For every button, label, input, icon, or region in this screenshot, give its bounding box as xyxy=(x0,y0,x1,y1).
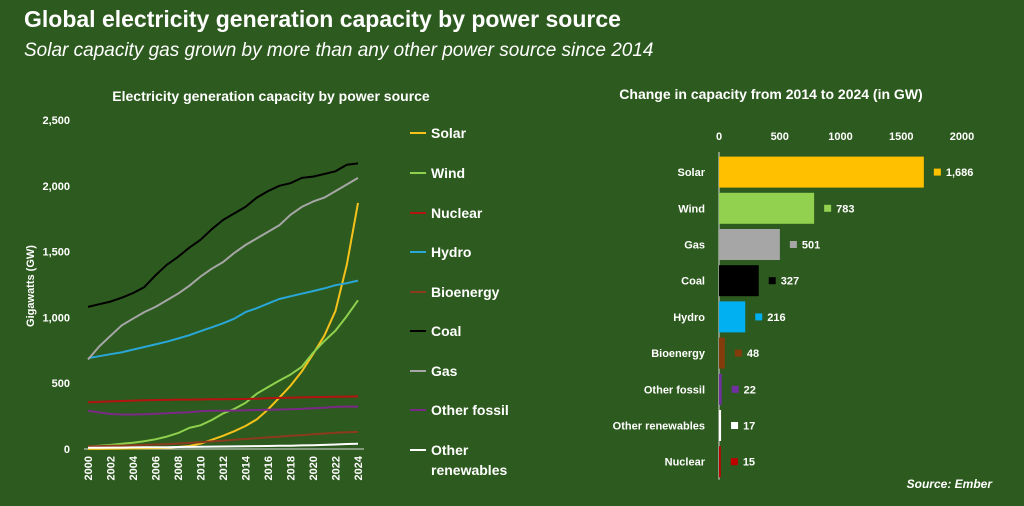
legend-label: Coal xyxy=(431,323,461,339)
series-line-other-renewables xyxy=(88,442,359,449)
legend-label: renewables xyxy=(431,462,507,478)
series-line-wind xyxy=(87,299,359,448)
legend-label: Solar xyxy=(431,125,467,141)
bar-nuclear xyxy=(719,446,721,478)
category-label-coal: Coal xyxy=(681,276,705,288)
bar-bioenergy xyxy=(719,337,725,369)
x-tick-label: 2006 xyxy=(151,456,163,480)
value-label-nuclear: 15 xyxy=(743,457,755,469)
x-tick-label: 2008 xyxy=(173,456,185,480)
legend-label: Other fossil xyxy=(431,402,509,418)
x-tick-label: 2000 xyxy=(950,131,974,143)
series-line-gas xyxy=(87,177,359,361)
bar-gas xyxy=(719,229,780,260)
bar-wind xyxy=(719,192,815,224)
category-label-other-fossil: Other fossil xyxy=(644,384,705,396)
x-tick-label: 0 xyxy=(716,131,722,143)
y-tick-label: 1,500 xyxy=(42,247,70,259)
bar-solar xyxy=(719,156,924,188)
value-marker-bioenergy xyxy=(734,349,742,357)
category-label-other-renewables: Other renewables xyxy=(613,421,705,433)
bar-chart-title: Change in capacity from 2014 to 2024 (in… xyxy=(619,86,922,102)
line-chart-title: Electricity generation capacity by power… xyxy=(112,88,430,104)
value-marker-wind xyxy=(824,204,832,212)
category-label-hydro: Hydro xyxy=(673,312,705,324)
value-label-bioenergy: 48 xyxy=(747,348,759,360)
series-line-bioenergy xyxy=(87,430,359,448)
category-label-solar: Solar xyxy=(677,167,705,179)
category-label-nuclear: Nuclear xyxy=(665,457,706,469)
value-label-wind: 783 xyxy=(836,203,854,215)
value-label-solar: 1,686 xyxy=(946,167,974,179)
x-tick-label: 2024 xyxy=(353,455,365,480)
bar-chart: 0 500 1000 1500 2000 Solar 1,686 Wind 783 Gas 501 C… xyxy=(613,131,974,480)
category-label-gas: Gas xyxy=(684,240,705,252)
legend-label: Hydro xyxy=(431,244,471,260)
value-label-gas: 501 xyxy=(802,240,820,252)
x-tick-label: 500 xyxy=(771,131,789,143)
bar-other-fossil xyxy=(719,373,722,405)
x-tick-label: 2018 xyxy=(286,456,298,480)
value-marker-other-fossil xyxy=(731,385,739,393)
bar-other-renewables xyxy=(719,410,722,441)
value-label-other-fossil: 22 xyxy=(744,384,756,396)
value-marker-hydro xyxy=(755,313,763,321)
value-marker-nuclear xyxy=(730,458,738,466)
x-tick-label: 2002 xyxy=(106,456,118,480)
bar-coal xyxy=(719,265,759,297)
x-tick-label: 1500 xyxy=(889,131,913,143)
line-chart: 0 500 1,000 1,500 2,000 2,500 2000 2002 2004 2006… xyxy=(42,115,508,480)
y-tick-label: 0 xyxy=(64,444,70,456)
y-tick-label: 1,000 xyxy=(42,312,70,324)
series-line-solar xyxy=(88,202,359,450)
category-label-wind: Wind xyxy=(678,203,705,215)
series-line-nuclear xyxy=(87,395,359,404)
legend-label: Bioenergy xyxy=(431,284,500,300)
chart-title: Global electricity generation capacity b… xyxy=(24,6,621,32)
legend-label: Wind xyxy=(431,165,465,181)
x-tick-label: 1000 xyxy=(828,131,852,143)
x-tick-label: 2012 xyxy=(218,456,230,480)
y-axis-title: Gigawatts (GW) xyxy=(25,245,37,327)
x-tick-label: 2022 xyxy=(331,456,343,480)
chart-subtitle: Solar capacity gas grown by more than an… xyxy=(24,40,654,61)
value-marker-gas xyxy=(789,241,797,248)
category-label-bioenergy: Bioenergy xyxy=(651,348,706,360)
series-line-hydro xyxy=(87,279,359,360)
value-label-other-renewables: 17 xyxy=(743,421,755,433)
source-note: Source: Ember xyxy=(906,477,992,491)
y-tick-label: 500 xyxy=(52,378,70,390)
legend-label: Gas xyxy=(431,363,458,379)
bar-hydro xyxy=(719,301,746,333)
series-line-coal xyxy=(87,162,359,308)
legend-label: Nuclear xyxy=(431,205,483,221)
y-tick-label: 2,000 xyxy=(42,181,70,193)
y-tick-label: 2,500 xyxy=(42,115,70,127)
value-label-coal: 327 xyxy=(781,276,799,288)
x-tick-label: 2014 xyxy=(241,455,253,480)
legend-label: Other xyxy=(431,442,469,458)
x-tick-label: 2010 xyxy=(196,456,208,480)
value-marker-coal xyxy=(768,277,776,285)
x-tick-label: 2016 xyxy=(263,456,275,480)
series-line-other-fossil xyxy=(87,405,358,416)
value-label-hydro: 216 xyxy=(767,312,785,324)
value-marker-solar xyxy=(933,168,941,176)
x-tick-label: 2004 xyxy=(128,455,140,480)
x-tick-label: 2020 xyxy=(308,456,320,480)
value-marker-other-renewables xyxy=(731,422,739,429)
x-tick-label: 2000 xyxy=(83,456,95,480)
